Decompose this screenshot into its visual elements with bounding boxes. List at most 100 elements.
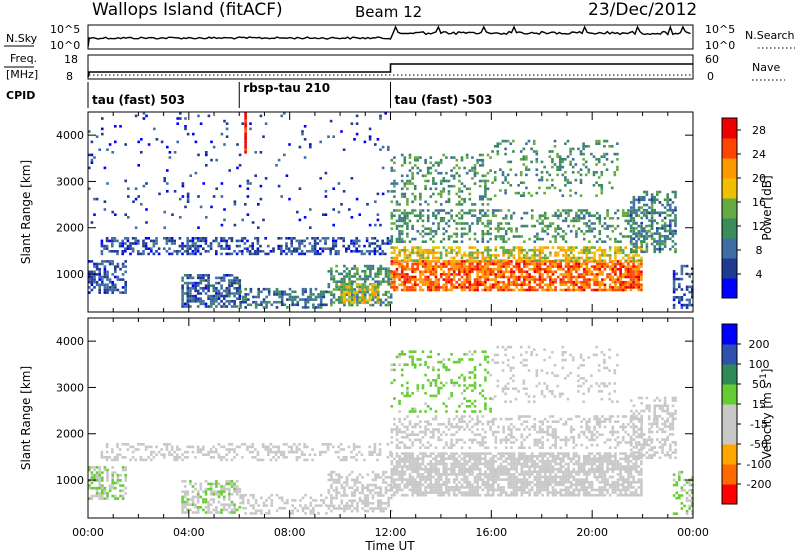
heatmap-cell (630, 211, 633, 215)
heatmap-cell (215, 287, 218, 290)
heatmap-cell (225, 274, 229, 277)
heatmap-cell (558, 155, 562, 158)
heatmap-cell (551, 280, 555, 284)
heatmap-cell (611, 265, 615, 268)
heatmap-cell (476, 483, 479, 487)
heatmap-cell (478, 457, 482, 461)
heatmap-cell (442, 465, 446, 468)
heatmap-cell (497, 488, 500, 492)
heatmap-cell (204, 237, 208, 240)
heatmap-cell (347, 291, 351, 294)
heatmap-cell (434, 465, 438, 468)
heatmap-cell (390, 237, 394, 241)
heatmap-cell (355, 242, 358, 245)
heatmap-cell (233, 279, 236, 282)
heatmap-cell (590, 273, 594, 276)
heatmap-cell (582, 147, 585, 151)
heatmap-cell (473, 467, 477, 471)
heatmap-cell (468, 187, 472, 191)
heatmap-cell (546, 273, 550, 276)
heatmap-cell (473, 169, 477, 172)
heatmap-cell (447, 473, 451, 476)
heatmap-cell (358, 244, 361, 248)
heatmap-cell (376, 491, 380, 495)
heatmap-cell (317, 504, 320, 507)
heatmap-cell (301, 132, 304, 136)
heatmap-cell (342, 237, 345, 240)
heatmap-cell (674, 247, 677, 251)
heatmap-cell (476, 256, 479, 260)
heatmap-cell (95, 280, 99, 284)
heatmap-cell (419, 465, 422, 468)
heatmap-cell (510, 217, 513, 220)
heatmap-cell (528, 286, 531, 289)
heatmap-cell (484, 182, 487, 185)
heatmap-cell (356, 298, 359, 302)
heatmap-cell (406, 278, 409, 281)
heatmap-cell (442, 493, 446, 497)
heatmap-cell (298, 247, 301, 250)
heatmap-cell (340, 293, 343, 297)
heatmap-cell (502, 288, 505, 292)
heatmap-cell (408, 454, 412, 458)
heatmap-cell (635, 214, 638, 217)
heatmap-cell (473, 454, 477, 458)
heatmap-cell (424, 184, 427, 188)
heatmap-cell (624, 227, 628, 230)
heatmap-cell (520, 288, 524, 292)
heatmap-cell (632, 273, 635, 276)
heatmap-cell (592, 155, 596, 158)
heatmap-cell (330, 293, 333, 296)
heatmap-cell (101, 486, 104, 490)
heatmap-cell (494, 275, 498, 279)
heatmap-cell (598, 270, 602, 274)
heatmap-cell (489, 460, 492, 463)
heatmap-cell (447, 200, 451, 204)
heatmap-cell (484, 187, 487, 191)
heatmap-cell (98, 286, 101, 289)
heatmap-cell (452, 184, 456, 188)
heatmap-cell (398, 219, 401, 223)
heatmap-cell (562, 237, 565, 241)
heatmap-cell (393, 251, 396, 255)
heatmap-cell (256, 252, 260, 256)
heatmap-cell (473, 493, 477, 497)
heatmap-cell (209, 247, 213, 250)
heatmap-cell (450, 452, 453, 455)
heatmap-cell (458, 251, 461, 255)
heatmap-cell (533, 275, 537, 279)
heatmap-cell (277, 244, 280, 248)
heatmap-cell (330, 494, 333, 497)
heatmap-cell (593, 214, 596, 217)
heatmap-cell (571, 158, 575, 161)
heatmap-cell (559, 278, 563, 281)
heatmap-cell (239, 306, 242, 309)
heatmap-cell (468, 227, 472, 230)
heatmap-cell (376, 486, 380, 489)
heatmap-cell (653, 211, 656, 215)
heatmap-cell (304, 504, 307, 507)
heatmap-cell (111, 237, 114, 240)
heatmap-cell (637, 234, 641, 238)
heatmap-cell (658, 201, 662, 204)
heatmap-cell (489, 493, 492, 497)
heatmap-cell (408, 182, 412, 185)
heatmap-cell (277, 184, 281, 188)
heatmap-cell (634, 259, 638, 262)
heatmap-cell (424, 187, 427, 191)
heatmap-cell (118, 244, 122, 248)
heatmap-cell (484, 280, 487, 284)
heatmap-cell (559, 246, 563, 249)
heatmap-cell (541, 230, 544, 233)
heatmap-cell (434, 488, 438, 492)
heatmap-cell (411, 177, 414, 180)
heatmap-cell (481, 457, 485, 461)
heatmap-cell (408, 254, 412, 257)
heatmap-cell (653, 240, 656, 243)
heatmap-cell (207, 274, 210, 277)
heatmap-cell (384, 489, 388, 492)
heatmap-cell (528, 262, 531, 266)
heatmap-cell (489, 262, 492, 266)
heatmap-cell (674, 224, 677, 228)
heatmap-cell (577, 267, 581, 271)
